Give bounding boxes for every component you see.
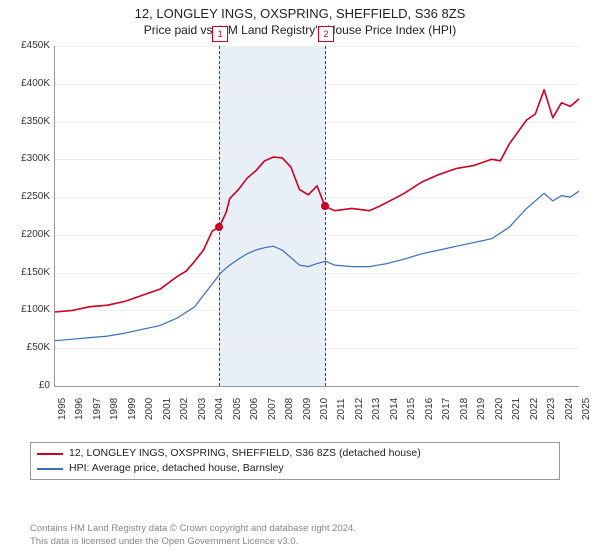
y-axis-tick: £100K: [4, 304, 50, 315]
x-axis-tick: 2021: [511, 398, 522, 420]
legend-swatch: [37, 453, 63, 455]
x-axis-tick: 2023: [546, 398, 557, 420]
marker-label: 2: [318, 26, 334, 42]
legend-label: HPI: Average price, detached house, Barn…: [69, 461, 284, 476]
footer-line: This data is licensed under the Open Gov…: [30, 535, 570, 548]
legend-label: 12, LONGLEY INGS, OXSPRING, SHEFFIELD, S…: [69, 446, 421, 461]
y-axis-tick: £400K: [4, 78, 50, 89]
x-axis-tick: 2001: [162, 398, 173, 420]
series-line: [55, 191, 579, 341]
x-axis-tick: 2009: [302, 398, 313, 420]
marker-label: 1: [212, 26, 228, 42]
legend-swatch: [37, 468, 63, 470]
chart-plot-area: 12: [54, 46, 579, 387]
legend: 12, LONGLEY INGS, OXSPRING, SHEFFIELD, S…: [30, 442, 560, 480]
chart-svg: [55, 46, 579, 386]
x-axis-tick: 1995: [57, 398, 68, 420]
x-axis-tick: 2005: [232, 398, 243, 420]
x-axis-tick: 1998: [109, 398, 120, 420]
marker-point: [321, 202, 329, 210]
x-axis-tick: 2019: [476, 398, 487, 420]
y-axis-tick: £150K: [4, 267, 50, 278]
y-axis-tick: £200K: [4, 229, 50, 240]
x-axis-tick: 2000: [144, 398, 155, 420]
page-subtitle: Price paid vs. HM Land Registry's House …: [0, 23, 600, 37]
x-axis-tick: 2024: [564, 398, 575, 420]
x-axis-tick: 2006: [249, 398, 260, 420]
x-axis-tick: 2025: [581, 398, 592, 420]
x-axis-tick: 1999: [127, 398, 138, 420]
x-axis-tick: 2015: [406, 398, 417, 420]
marker-point: [215, 223, 223, 231]
x-axis-tick: 2020: [494, 398, 505, 420]
y-axis-tick: £300K: [4, 153, 50, 164]
footer: Contains HM Land Registry data © Crown c…: [30, 522, 570, 548]
x-axis-tick: 2012: [354, 398, 365, 420]
x-axis-tick: 2022: [529, 398, 540, 420]
x-axis-tick: 1997: [92, 398, 103, 420]
y-axis-tick: £350K: [4, 116, 50, 127]
x-axis-tick: 2007: [267, 398, 278, 420]
x-axis-tick: 2013: [371, 398, 382, 420]
y-axis-tick: £50K: [4, 342, 50, 353]
page-title: 12, LONGLEY INGS, OXSPRING, SHEFFIELD, S…: [0, 6, 600, 21]
x-axis-tick: 2002: [179, 398, 190, 420]
legend-item: HPI: Average price, detached house, Barn…: [37, 461, 553, 476]
x-axis-tick: 2010: [319, 398, 330, 420]
x-axis-tick: 2011: [336, 398, 347, 420]
y-axis-tick: £450K: [4, 40, 50, 51]
x-axis-tick: 2016: [424, 398, 435, 420]
x-axis-tick: 2004: [214, 398, 225, 420]
y-axis-tick: £0: [4, 380, 50, 391]
legend-item: 12, LONGLEY INGS, OXSPRING, SHEFFIELD, S…: [37, 446, 553, 461]
x-axis-tick: 2014: [389, 398, 400, 420]
x-axis-tick: 2018: [459, 398, 470, 420]
series-line: [55, 90, 579, 312]
x-axis-tick: 2017: [441, 398, 452, 420]
x-axis-tick: 1996: [74, 398, 85, 420]
x-axis-tick: 2008: [284, 398, 295, 420]
footer-line: Contains HM Land Registry data © Crown c…: [30, 522, 570, 535]
x-axis-tick: 2003: [197, 398, 208, 420]
y-axis-tick: £250K: [4, 191, 50, 202]
